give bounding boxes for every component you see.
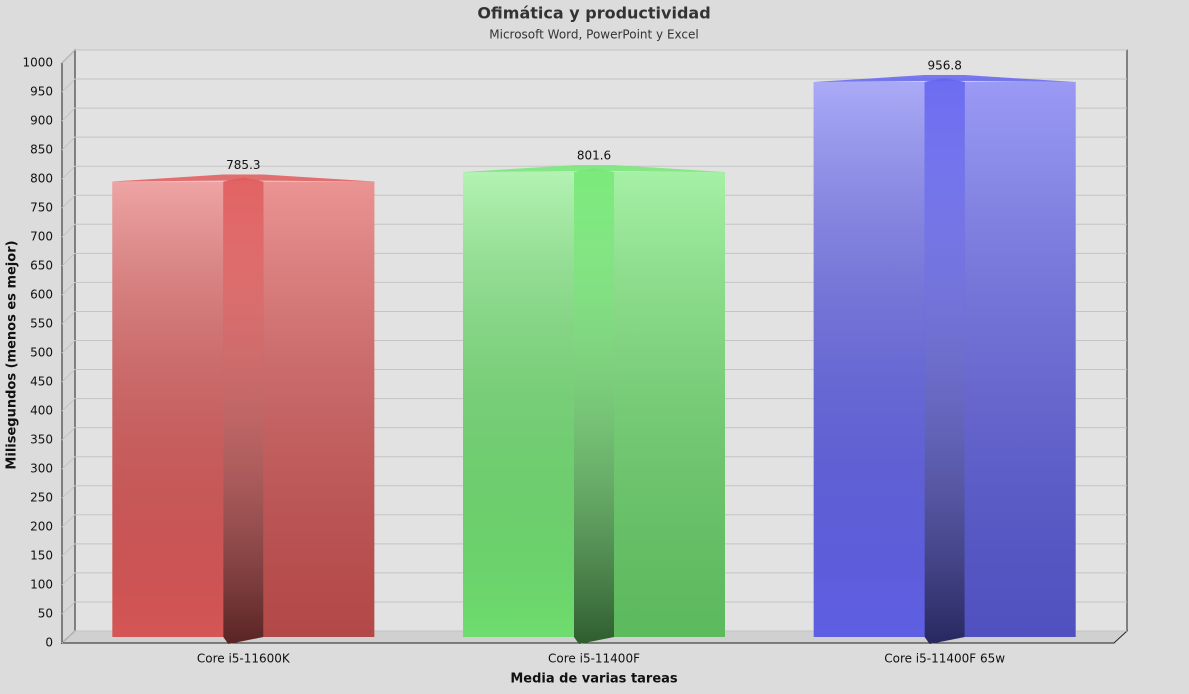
grid-line: [61, 630, 1127, 644]
x-tick-label: Core i5-11400F: [548, 652, 640, 666]
grid-line: [61, 369, 1127, 383]
y-tick-label: 300: [30, 462, 53, 476]
grid-line: [61, 514, 1127, 528]
y-tick-label: 850: [30, 143, 53, 157]
chart-subtitle: Microsoft Word, PowerPoint y Excel: [489, 28, 699, 42]
y-tick-label: 400: [30, 404, 53, 418]
y-tick-label: 200: [30, 520, 53, 534]
bar-shade: [112, 181, 224, 637]
grid-line: [61, 310, 1127, 325]
y-tick-label: 450: [30, 375, 53, 389]
grid-line: [61, 427, 1127, 441]
y-tick-label: 950: [30, 85, 53, 99]
grid-line: [61, 194, 1127, 209]
grid-line: [61, 165, 1127, 180]
y-tick-label: 650: [30, 259, 53, 273]
x-tick-label: Core i5-11600K: [197, 652, 291, 666]
grid-line: [61, 601, 1127, 615]
y-axis-title: Milisegundos (menos es mejor): [5, 240, 20, 469]
grid-line: [61, 78, 1127, 93]
x-axis-title: Media de varias tareas: [510, 672, 678, 687]
bar-shade: [614, 172, 725, 637]
bar-top: [112, 174, 375, 182]
bar-shade: [463, 172, 574, 637]
bar-ridge-shade: [924, 78, 965, 644]
grid-line: [61, 49, 1127, 64]
y-tick-label: 550: [30, 317, 53, 331]
y-tick-label: 900: [30, 114, 53, 128]
value-label: 801.6: [577, 149, 611, 163]
y-tick-label: 500: [30, 346, 53, 360]
chart-title: Ofimática y productividad: [477, 4, 710, 23]
grid-line: [61, 398, 1127, 412]
value-label: 785.3: [226, 158, 260, 172]
y-tick-label: 150: [30, 549, 53, 563]
grid-line: [61, 252, 1127, 267]
y-tick-label: 350: [30, 433, 53, 447]
bar-shade: [964, 82, 1076, 637]
y-tick-label: 50: [38, 607, 53, 621]
grid-line: [61, 572, 1127, 586]
x-tick-label: Core i5-11400F 65w: [884, 652, 1005, 666]
grid-line: [61, 281, 1127, 296]
bar-ridge-shade: [223, 177, 264, 644]
y-tick-label: 0: [45, 636, 53, 650]
grid-line: [61, 456, 1127, 470]
y-tick-label: 100: [30, 578, 53, 592]
value-label: 956.8: [927, 59, 961, 73]
bar-shade: [813, 82, 925, 637]
bar-top: [463, 165, 725, 173]
grid-line: [61, 340, 1127, 354]
bar-ridge-shade: [574, 168, 614, 644]
y-tick-label: 800: [30, 172, 53, 186]
y-tick-label: 700: [30, 230, 53, 244]
bar-shade: [263, 181, 375, 637]
y-tick-label: 250: [30, 491, 53, 505]
grid-line: [61, 485, 1127, 499]
grid-line: [61, 136, 1127, 151]
bar-top: [813, 75, 1076, 83]
y-tick-label: 1000: [22, 56, 53, 70]
grid-line: [61, 543, 1127, 557]
grid-line: [61, 107, 1127, 122]
y-tick-label: 600: [30, 288, 53, 302]
y-tick-label: 750: [30, 201, 53, 215]
grid-line: [61, 223, 1127, 238]
